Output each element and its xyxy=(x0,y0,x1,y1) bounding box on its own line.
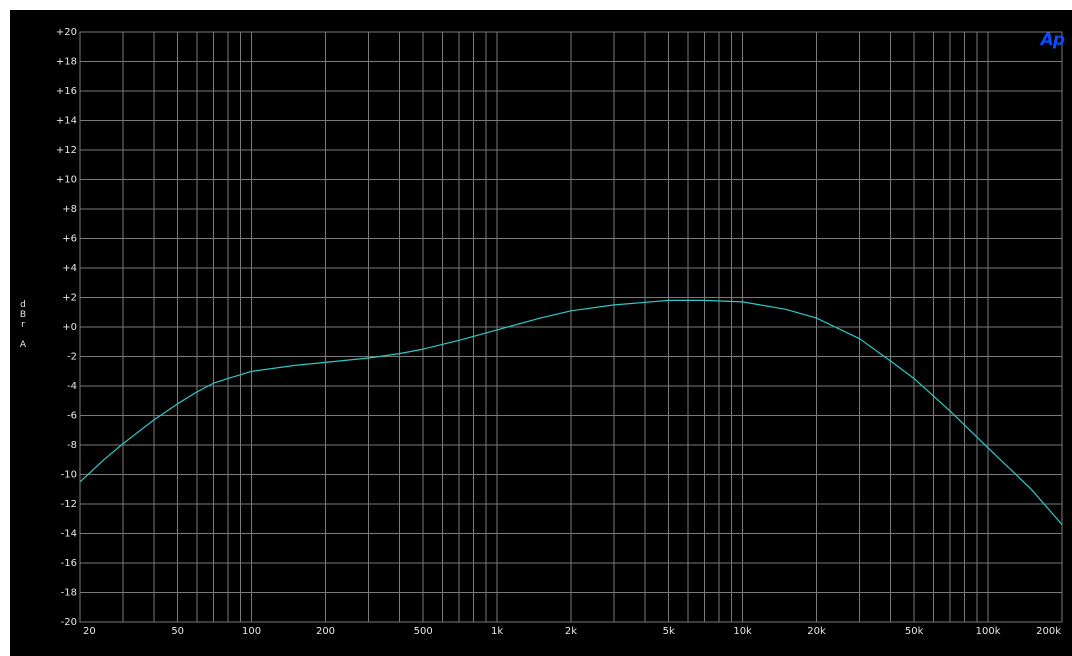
y-tick-label: +20 xyxy=(56,27,77,38)
x-tick-label: 200k xyxy=(1036,626,1061,637)
x-tick-label: 10k xyxy=(733,626,752,637)
y-tick-label: -20 xyxy=(61,617,77,628)
x-tick-label: 50 xyxy=(171,626,184,637)
y-axis-label-line xyxy=(16,330,30,340)
y-tick-label: -16 xyxy=(61,558,77,569)
x-tick-label: 5k xyxy=(663,626,675,637)
y-tick-label: -10 xyxy=(61,470,77,481)
trace xyxy=(79,299,1063,525)
x-tick-label: 200 xyxy=(316,626,335,637)
y-tick-label: -2 xyxy=(67,352,77,363)
x-tick-label: 100 xyxy=(242,626,261,637)
y-tick-label: +18 xyxy=(56,57,77,68)
y-axis-label: d B r A xyxy=(16,300,30,350)
chart-frame: +20 +18 +16 +14 +12 +10 +8 +6 +4 +2 +0 -2 -4 -6 -8 -10 -… xyxy=(10,10,1072,656)
y-tick-label: +8 xyxy=(62,204,77,215)
y-tick-label: -18 xyxy=(61,588,77,599)
x-tick-label: 100k xyxy=(976,626,1001,637)
y-tick-label: -6 xyxy=(67,411,77,422)
y-tick-label: -4 xyxy=(67,381,77,392)
y-tick-label: +6 xyxy=(62,234,77,245)
x-tick-label: 2k xyxy=(565,626,577,637)
x-tick-label: 50k xyxy=(905,626,924,637)
y-tick-label: +16 xyxy=(56,86,77,97)
frequency-response-plot: +20 +18 +16 +14 +12 +10 +8 +6 +4 +2 +0 -2 -4 -6 -8 -10 -… xyxy=(56,27,1063,637)
plot-border xyxy=(79,31,1063,623)
x-tick-label: 20k xyxy=(807,626,826,637)
y-tick-label: +14 xyxy=(56,116,77,127)
y-tick-label: +10 xyxy=(56,175,77,186)
x-tick-label: 1k xyxy=(491,626,503,637)
x-tick-label: 500 xyxy=(414,626,433,637)
y-tick-label: -12 xyxy=(61,499,77,510)
y-tick-label: +4 xyxy=(62,263,77,274)
grid xyxy=(79,31,1063,623)
y-tick-label: -8 xyxy=(67,440,77,451)
y-tick-label: +12 xyxy=(56,145,77,156)
y-axis-label-line: d xyxy=(20,300,26,310)
y-axis-label-line: r xyxy=(21,320,25,330)
series-line xyxy=(79,299,1063,525)
y-tick-labels: +20 +18 +16 +14 +12 +10 +8 +6 +4 +2 +0 -2 -4 -6 -8 -10 -… xyxy=(56,27,77,628)
x-tick-label: 20 xyxy=(83,626,96,637)
y-tick-label: +0 xyxy=(62,322,77,333)
y-axis-label-line: B xyxy=(19,310,27,320)
x-tick-labels: 20 50 100 200 500 1k 2k 5k 10k 20k 50k 100k 200k xyxy=(83,626,1061,637)
y-tick-label: +2 xyxy=(62,293,77,304)
y-tick-label: -14 xyxy=(61,529,77,540)
y-axis-label-line: A xyxy=(19,340,27,350)
ap-logo: Ap xyxy=(1040,30,1065,50)
